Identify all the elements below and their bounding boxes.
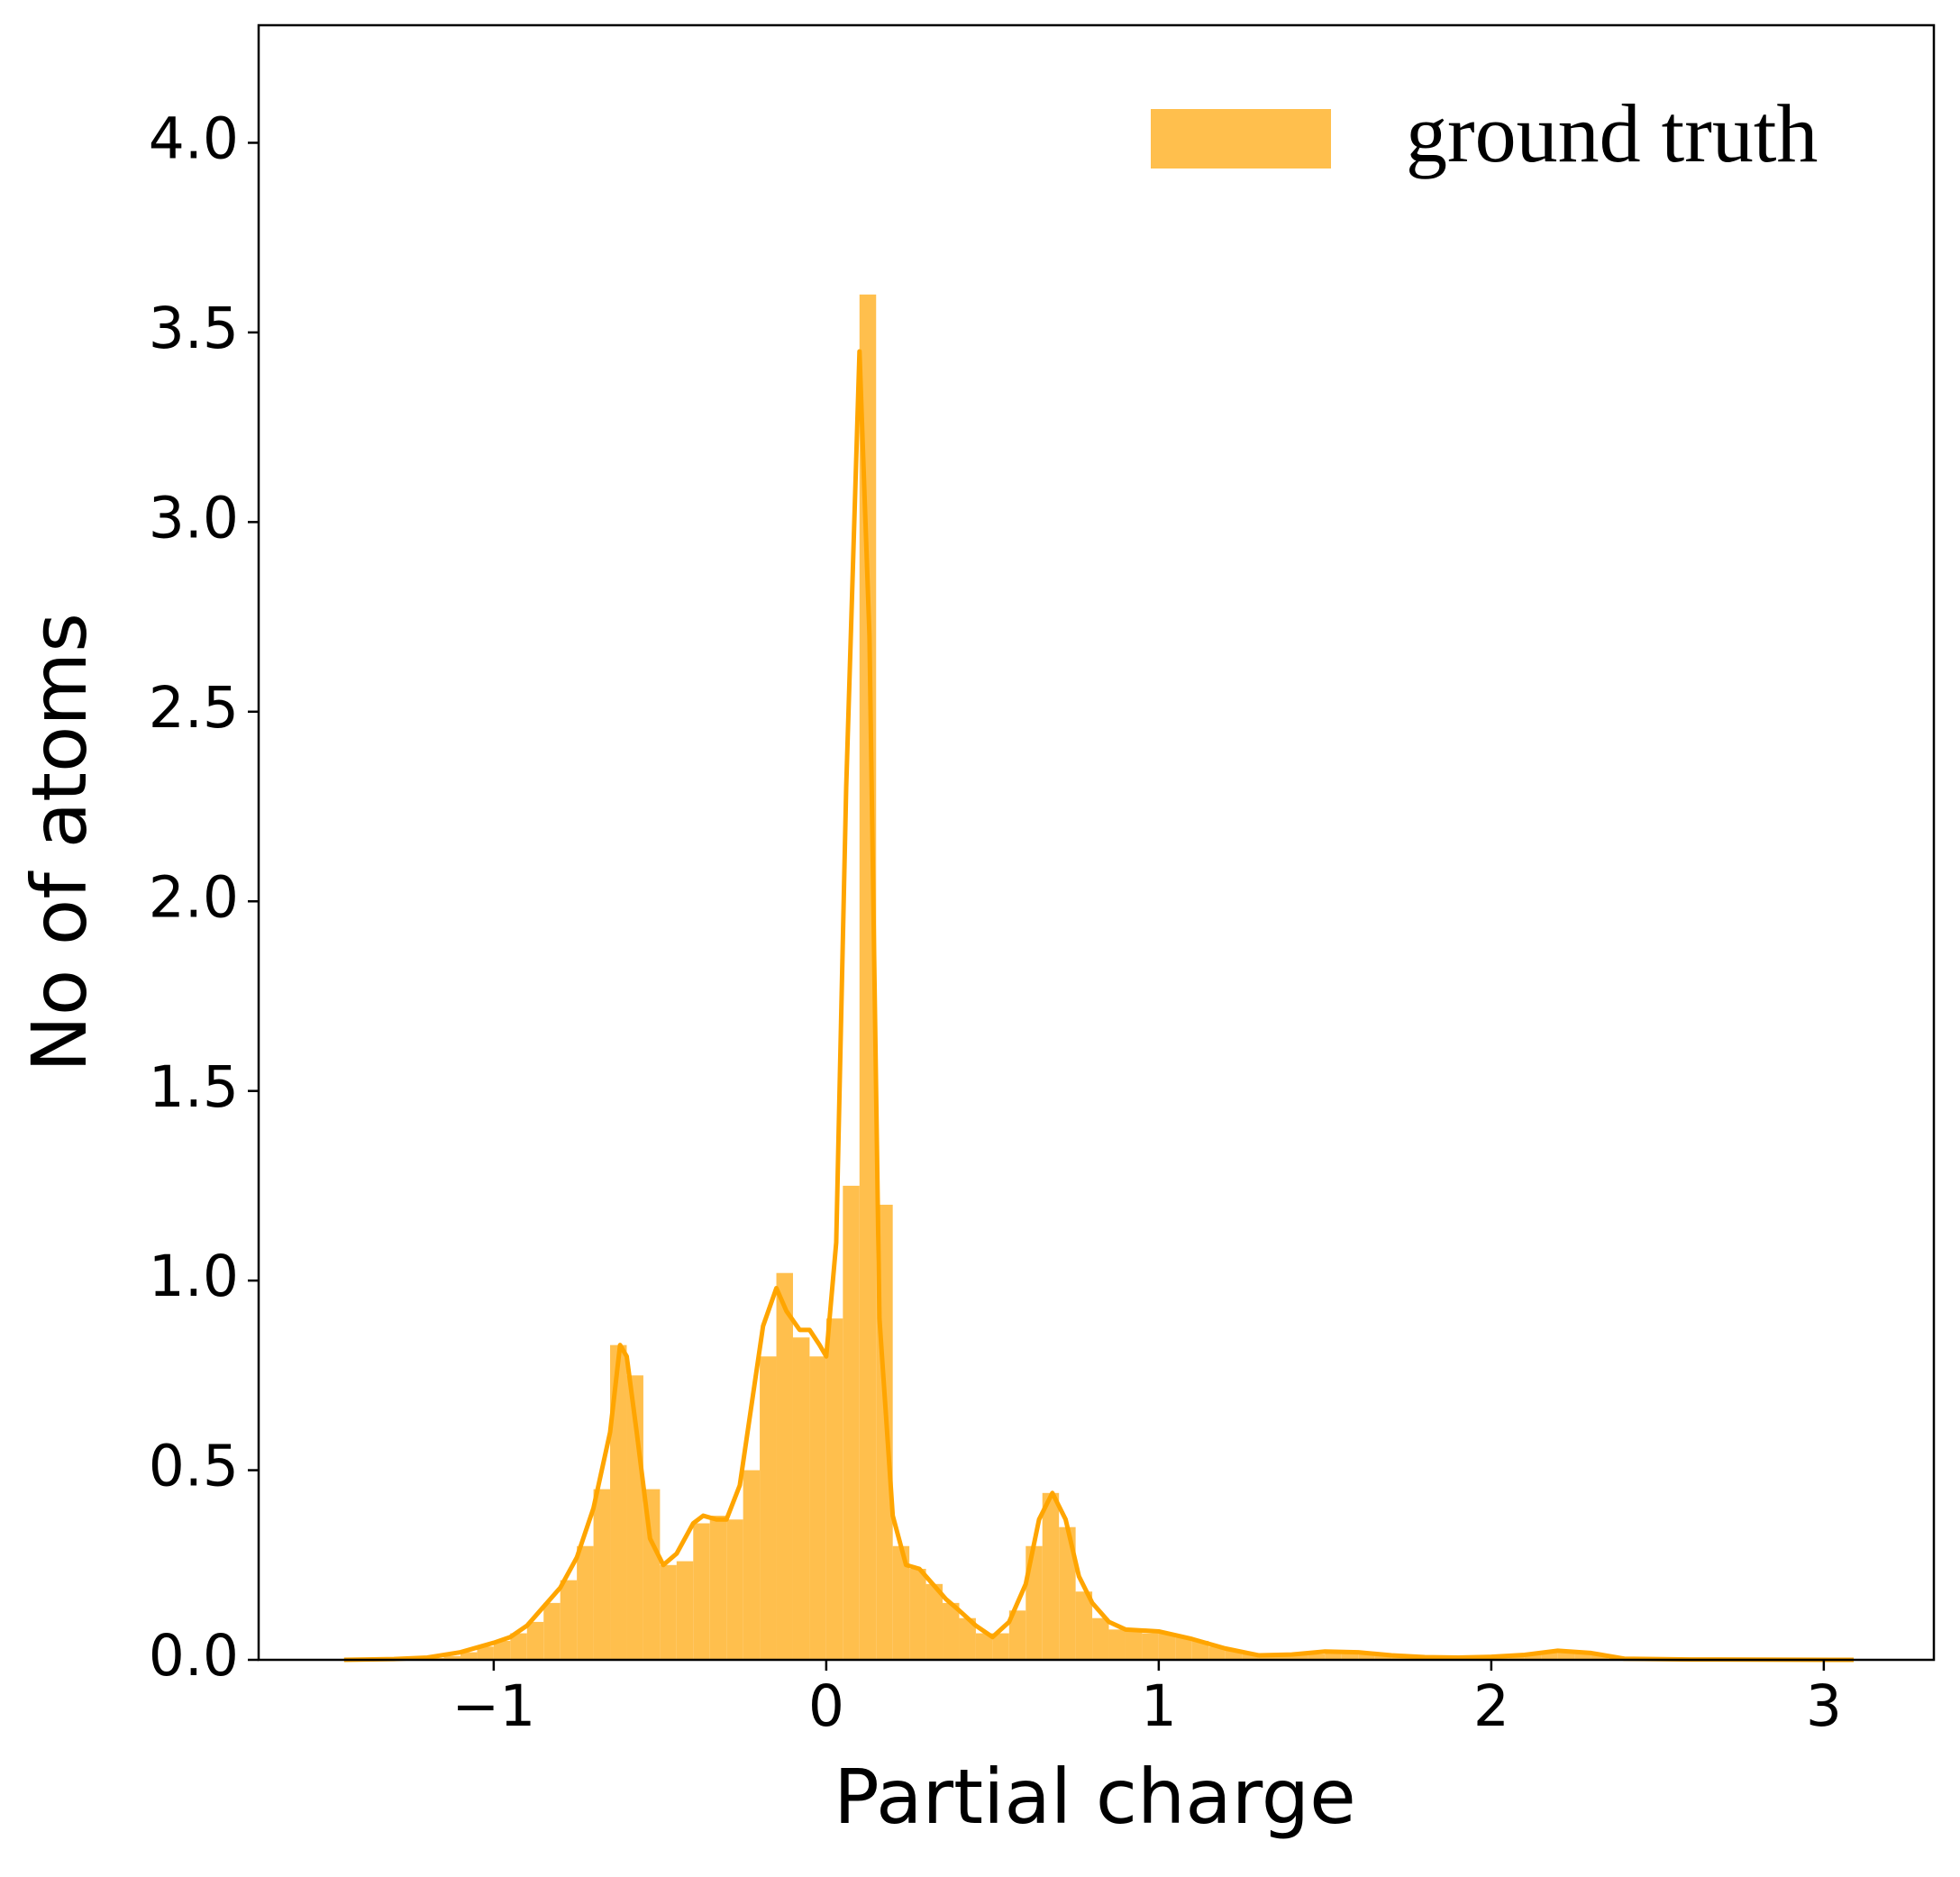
kde-line — [343, 349, 1855, 1663]
histogram-bar — [1175, 1636, 1192, 1660]
histogram-bar — [1524, 1654, 1542, 1660]
y-tick-label: 2.0 — [149, 864, 239, 930]
histogram-bar — [1092, 1617, 1109, 1660]
histogram-bar — [593, 1489, 611, 1660]
histogram-bar — [959, 1617, 976, 1660]
y-tick-label: 0.0 — [149, 1623, 239, 1689]
histogram-bar — [493, 1640, 511, 1660]
histogram-bar — [577, 1545, 594, 1660]
y-tick-label: 2.5 — [149, 675, 239, 741]
legend-label: ground truth — [1406, 87, 1818, 179]
histogram-bar — [610, 1344, 627, 1660]
histogram-bar — [709, 1516, 727, 1660]
y-tick-label: 1.5 — [149, 1054, 239, 1120]
histogram-bar — [1075, 1591, 1093, 1660]
histogram-bar — [859, 294, 877, 1661]
histogram-bar — [460, 1652, 478, 1660]
histogram-bar — [1059, 1526, 1076, 1660]
histogram-bar — [892, 1545, 910, 1660]
x-tick-label: 2 — [1473, 1673, 1509, 1739]
histogram-bar — [1108, 1629, 1126, 1660]
plot-frame — [257, 23, 1936, 1662]
histogram-bar — [792, 1337, 810, 1660]
histogram-bar — [743, 1470, 761, 1660]
histogram-bar — [1291, 1654, 1308, 1660]
x-tick-label: 0 — [808, 1673, 844, 1739]
histogram-bar — [1258, 1655, 1276, 1660]
x-tick-label: −1 — [451, 1673, 535, 1739]
histogram-bar — [1275, 1655, 1292, 1660]
histogram-bar — [543, 1602, 561, 1660]
histogram-bar — [1358, 1653, 1375, 1660]
histogram-bar — [443, 1655, 460, 1660]
histogram-bar — [1341, 1652, 1359, 1660]
histogram-bar — [1191, 1640, 1209, 1660]
histogram-bar — [1508, 1655, 1525, 1660]
y-tick-label: 4.0 — [149, 106, 239, 172]
histogram-bar — [1541, 1651, 1558, 1660]
histogram-bar — [992, 1633, 1009, 1660]
histogram-bar — [825, 1318, 843, 1660]
y-axis-label: No of atoms — [15, 613, 104, 1072]
histogram-bar — [1042, 1492, 1060, 1660]
histogram-bar — [1008, 1610, 1026, 1660]
histogram-bar — [477, 1646, 494, 1660]
histogram-bar — [975, 1633, 993, 1660]
histogram-bar — [943, 1602, 960, 1660]
histogram-bar — [776, 1272, 793, 1660]
histogram-bar — [1225, 1650, 1243, 1660]
histogram-bar — [676, 1561, 694, 1660]
y-tick-label: 3.5 — [149, 296, 239, 361]
histogram-bar — [1574, 1652, 1591, 1660]
x-axis-label: Partial charge — [834, 1753, 1356, 1841]
histogram-bar — [1557, 1650, 1575, 1660]
histogram-bar — [909, 1568, 926, 1660]
histogram-bar — [526, 1621, 544, 1660]
histogram-bar — [1308, 1654, 1326, 1660]
histogram-bar — [1374, 1654, 1392, 1660]
histogram-bar — [1242, 1654, 1259, 1660]
histogram-bar — [843, 1185, 860, 1660]
histogram-bar — [1142, 1633, 1159, 1660]
histogram-bar — [1158, 1633, 1176, 1660]
x-tick-label: 3 — [1806, 1673, 1842, 1739]
x-tick-label: 1 — [1141, 1673, 1177, 1739]
histogram-bar — [726, 1519, 743, 1660]
histogram-bar — [925, 1583, 944, 1660]
histogram-bar — [1125, 1631, 1143, 1660]
histogram-bar — [1591, 1654, 1609, 1660]
histogram-bar — [660, 1564, 677, 1660]
histogram-bar — [809, 1356, 826, 1660]
histogram-bar — [1208, 1646, 1226, 1660]
histogram-bar — [510, 1633, 527, 1660]
y-tick-label: 1.0 — [149, 1244, 239, 1309]
y-tick-label: 0.5 — [149, 1434, 239, 1499]
histogram-bar — [760, 1356, 777, 1660]
histogram-bar — [693, 1523, 710, 1660]
y-tick-label: 3.0 — [149, 485, 239, 551]
histogram-bar — [560, 1580, 578, 1660]
legend-swatch — [1151, 109, 1331, 169]
histogram-bar — [1325, 1652, 1342, 1660]
